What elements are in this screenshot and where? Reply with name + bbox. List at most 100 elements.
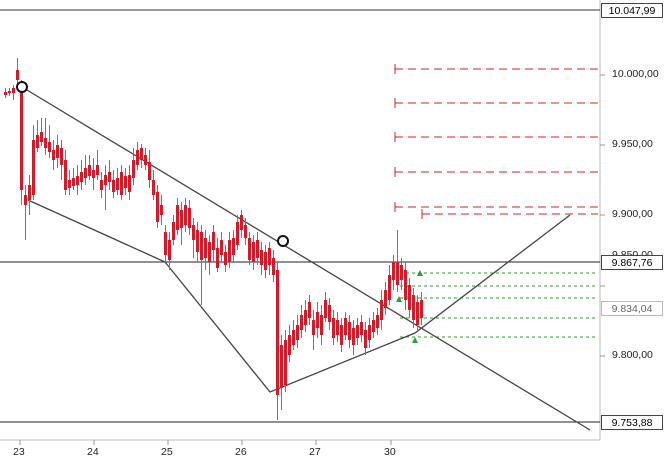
candle-body: [284, 340, 287, 385]
candle-body: [400, 265, 403, 280]
candle-body: [128, 175, 131, 192]
candle-body: [256, 240, 259, 258]
last-price-label: 9.834,04: [601, 301, 663, 316]
candle-body: [364, 330, 367, 348]
price-axis-ticks: [600, 74, 605, 357]
candle-body: [112, 180, 115, 192]
candle-body: [192, 225, 195, 240]
candle-body: [32, 140, 35, 195]
price-tick-label: 9.950,00: [612, 138, 653, 150]
candle-body: [80, 172, 83, 182]
pivot-marker-left[interactable]: [16, 81, 28, 93]
candle-body: [180, 210, 183, 228]
candle-body: [412, 295, 415, 320]
candle-body: [108, 172, 111, 182]
candle-body: [204, 238, 207, 258]
candle-body: [228, 240, 231, 262]
candle-body: [308, 302, 311, 318]
candle-body: [56, 145, 59, 158]
candle-body: [332, 318, 335, 338]
candle-body: [168, 240, 171, 260]
candle-body: [152, 180, 155, 195]
candle-body: [328, 305, 331, 322]
candle-body: [44, 138, 47, 148]
date-label: 24: [87, 446, 99, 458]
candle-body: [72, 178, 75, 186]
pivot-marker-right[interactable]: [277, 235, 289, 247]
candle-body: [340, 325, 343, 345]
candle-body: [84, 168, 87, 178]
candle-body: [324, 300, 327, 318]
candle-body: [208, 242, 211, 262]
candle-body: [348, 322, 351, 340]
candle-body: [296, 325, 299, 340]
candle-body: [236, 222, 239, 245]
candle-body: [88, 165, 91, 176]
candle-body: [124, 176, 127, 188]
candle-body: [160, 205, 163, 215]
candle-body: [392, 262, 395, 280]
candle-body: [28, 185, 31, 200]
candle-body: [144, 155, 147, 165]
candle-body: [220, 240, 223, 255]
date-label: 30: [384, 446, 396, 458]
date-axis-ticks: [19, 440, 392, 445]
candle-body: [140, 148, 143, 160]
candle-body: [196, 230, 199, 252]
candle-body: [356, 325, 359, 338]
date-label: 26: [235, 446, 247, 458]
candle-body: [12, 88, 15, 93]
candle-body: [68, 180, 71, 188]
candle-body: [8, 91, 11, 93]
date-label: 25: [161, 446, 173, 458]
candle-body: [148, 162, 151, 180]
price-tick-label: 10.000,00: [612, 68, 659, 80]
candle-body: [200, 232, 203, 260]
candle-body: [16, 70, 19, 80]
candle-body: [104, 175, 107, 185]
candle-body: [316, 312, 319, 328]
trendlines[interactable]: [21, 86, 591, 431]
candle-body: [240, 215, 243, 230]
candle-body: [384, 290, 387, 308]
candle-body: [216, 248, 219, 268]
red-target-levels: [395, 68, 598, 215]
candle-body: [300, 315, 303, 330]
candle-body: [376, 315, 379, 328]
candle-body: [24, 195, 27, 205]
candle-body: [416, 302, 419, 325]
candle-body: [304, 310, 307, 325]
current-price-label: 9.867,76: [601, 255, 663, 270]
candle-body: [60, 148, 63, 165]
candle-body: [76, 176, 79, 185]
candle-body: [184, 205, 187, 225]
candle-body: [372, 320, 375, 332]
candle-body: [408, 285, 411, 310]
candle-body: [260, 250, 263, 265]
candle-body: [64, 160, 67, 190]
date-label: 23: [13, 446, 25, 458]
signal-arrows: [396, 270, 423, 343]
price-tick-label: 9.900,00: [612, 208, 653, 220]
candle-body: [92, 170, 95, 178]
candle-body: [388, 275, 391, 300]
candle-body: [336, 320, 339, 335]
green-target-levels: [400, 272, 598, 338]
candle-body: [420, 300, 423, 318]
candle-body: [264, 252, 267, 270]
high-price-label: 10.047,99: [601, 3, 663, 18]
candle-body: [368, 325, 371, 340]
candle-body: [172, 222, 175, 240]
candle-body: [268, 248, 271, 265]
candle-body: [188, 208, 191, 228]
candle-body: [244, 225, 247, 238]
candle-body: [176, 205, 179, 230]
candle-body: [404, 270, 407, 300]
candle-body: [52, 150, 55, 160]
candle-body: [396, 262, 399, 285]
candle-body: [280, 345, 283, 388]
candle-body: [40, 132, 43, 142]
candle-body: [232, 238, 235, 255]
candle-body: [120, 172, 123, 195]
